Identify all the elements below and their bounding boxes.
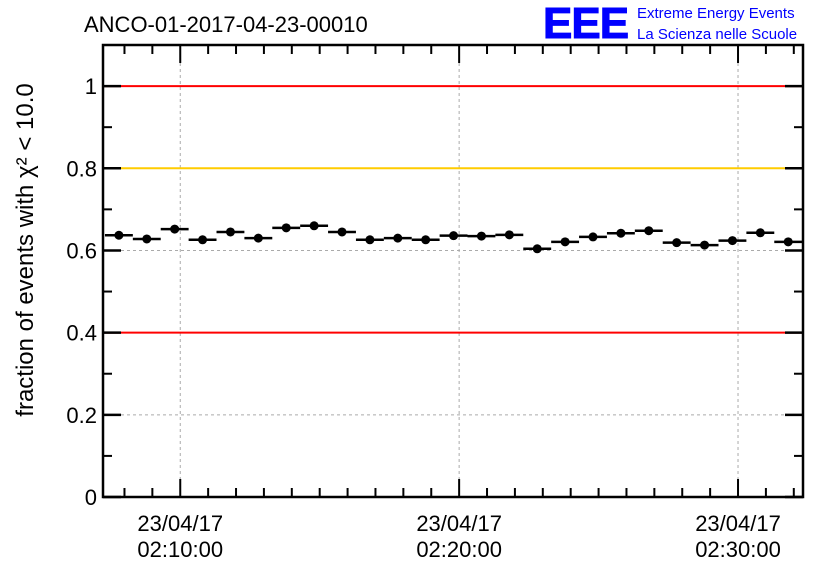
y-tick-label: 0.6 (66, 238, 97, 263)
data-point (421, 235, 431, 245)
data-point (588, 232, 598, 242)
data-point (114, 230, 124, 240)
axes: 00.20.40.60.8123/04/1702:10:0023/04/1702… (66, 43, 805, 562)
data-point (393, 233, 403, 243)
data-point (198, 235, 208, 245)
y-tick-label: 0.2 (66, 403, 97, 428)
x-tick-label-time: 02:10:00 (137, 537, 223, 562)
chart-title: ANCO-01-2017-04-23-00010 (84, 12, 368, 37)
data-point (253, 233, 263, 243)
data-point (532, 244, 542, 254)
x-tick-label-time: 02:20:00 (416, 537, 502, 562)
data-point (644, 226, 654, 236)
data-point (225, 227, 235, 237)
data-point (755, 228, 765, 238)
plot-frame (101, 43, 805, 499)
data-point (504, 230, 514, 240)
data-point (616, 228, 626, 238)
x-tick-label-date: 23/04/17 (137, 511, 223, 536)
data-point (672, 238, 682, 248)
data-point (170, 224, 180, 234)
y-tick-label: 0.8 (66, 156, 97, 181)
data-point (727, 236, 737, 246)
logo-letters: EEE (543, 0, 628, 48)
data-point (281, 223, 291, 233)
data-point (700, 240, 710, 250)
data-point (449, 231, 459, 241)
logo-line2: La Scienza nelle Scuole (637, 26, 797, 43)
x-tick-label-date: 23/04/17 (416, 511, 502, 536)
eee-logo: EEE Extreme Energy Events La Scienza nel… (543, 0, 798, 49)
data-points (104, 221, 803, 254)
grid (103, 45, 803, 497)
y-axis-label: fraction of events with χ² < 10.0 (12, 83, 39, 416)
data-point (309, 221, 319, 231)
data-point (337, 227, 347, 237)
y-tick-label: 1 (85, 74, 97, 99)
data-point (476, 231, 486, 241)
x-tick-label-date: 23/04/17 (695, 511, 781, 536)
reference-lines (103, 85, 803, 334)
data-point (783, 237, 793, 247)
data-point (365, 235, 375, 245)
x-tick-label-time: 02:30:00 (695, 537, 781, 562)
data-point (560, 237, 570, 247)
y-tick-label: 0 (85, 485, 97, 510)
y-tick-label: 0.4 (66, 321, 97, 346)
logo-line1: Extreme Energy Events (637, 5, 795, 22)
data-point (142, 234, 152, 244)
